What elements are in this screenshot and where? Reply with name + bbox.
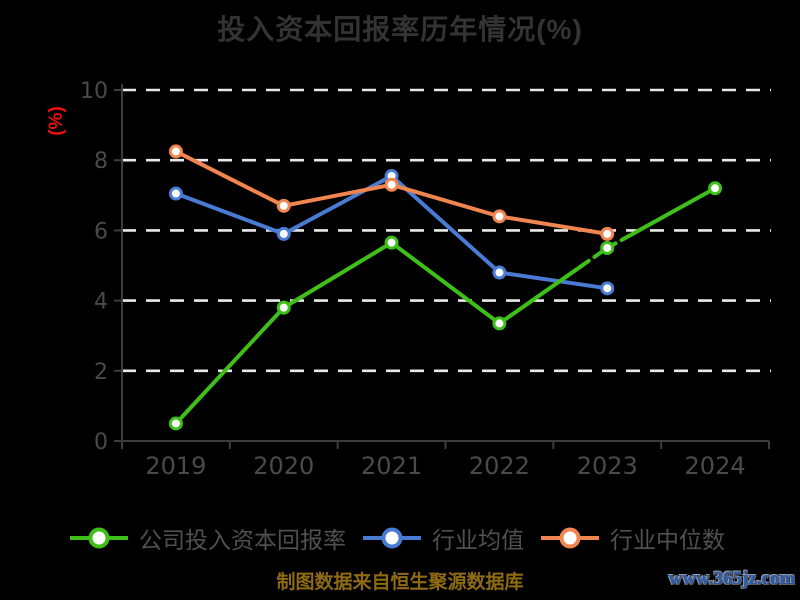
data-source-note: 制图数据来自恒生聚源数据库 bbox=[276, 572, 524, 593]
legend-line-marker-icon bbox=[70, 527, 128, 549]
legend-label: 公司投入资本回报率 bbox=[139, 527, 346, 553]
svg-text:2020: 2020 bbox=[253, 452, 314, 480]
svg-text:2023: 2023 bbox=[577, 452, 638, 480]
svg-text:10: 10 bbox=[80, 79, 108, 104]
legend-label: 行业均值 bbox=[432, 527, 524, 553]
legend-item-company-roic[interactable]: 公司投入资本回报率 bbox=[70, 521, 346, 555]
legend-item-industry-median[interactable]: 行业中位数 bbox=[541, 521, 725, 555]
legend-label: 行业中位数 bbox=[610, 527, 725, 553]
svg-text:2021: 2021 bbox=[361, 452, 422, 480]
svg-text:2022: 2022 bbox=[469, 452, 530, 480]
svg-text:2024: 2024 bbox=[685, 452, 746, 480]
chart-title: 投入资本回报率历年情况(%) bbox=[217, 14, 583, 45]
svg-text:0: 0 bbox=[94, 430, 108, 455]
site-watermark: www.365jz.com bbox=[668, 568, 795, 589]
legend-line-marker-icon bbox=[541, 527, 599, 549]
svg-text:2019: 2019 bbox=[145, 452, 206, 480]
svg-text:2: 2 bbox=[94, 360, 108, 385]
svg-text:4: 4 bbox=[94, 290, 108, 315]
svg-text:8: 8 bbox=[94, 149, 108, 174]
chart-legend: 公司投入资本回报率 行业均值 行业中位数 bbox=[70, 521, 725, 555]
legend-line-marker-icon bbox=[363, 527, 421, 549]
legend-item-industry-average[interactable]: 行业均值 bbox=[363, 521, 524, 555]
svg-text:6: 6 bbox=[94, 219, 108, 244]
